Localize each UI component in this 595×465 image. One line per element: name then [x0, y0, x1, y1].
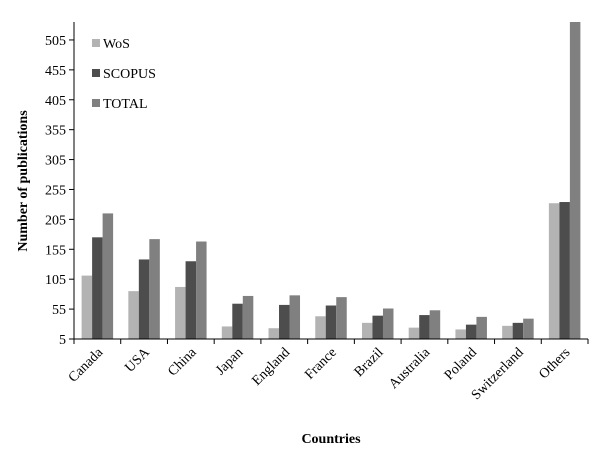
y-tick-label: 155: [45, 243, 66, 258]
x-category-label: Others: [536, 345, 573, 382]
bar-total-france: [336, 297, 347, 339]
legend-label-total: TOTAL: [103, 97, 148, 112]
bar-scopus-brazil: [372, 315, 383, 339]
bar-wos-usa: [128, 291, 139, 339]
y-axis-title: Number of publications: [16, 110, 31, 252]
y-tick-label: 5: [59, 333, 66, 348]
bar-total-poland: [476, 316, 487, 339]
bar-scopus-switzerland: [512, 322, 524, 339]
y-tick-label: 255: [45, 183, 66, 198]
bar-total-china: [196, 241, 207, 339]
bar-total-japan: [242, 295, 254, 339]
y-tick-label: 105: [45, 273, 66, 288]
y-tick-label: 455: [45, 64, 66, 79]
bar-wos-japan: [221, 326, 233, 339]
legend: WoS SCOPUS TOTAL: [92, 37, 156, 112]
y-tick-label: 55: [52, 303, 66, 318]
x-category-label: Canada: [66, 345, 107, 386]
bar-scopus-others: [559, 202, 570, 339]
bar-scopus-france: [325, 305, 337, 339]
y-tick-label: 305: [45, 154, 66, 169]
x-axis: Canada USA China Japan England France Brazil Au…: [66, 338, 589, 403]
x-category-label: China: [165, 345, 200, 380]
y-tick-label: 405: [45, 94, 66, 109]
legend-label-wos: WoS: [103, 37, 130, 52]
bar-total-usa: [149, 239, 160, 339]
bar-total-switzerland: [523, 318, 534, 339]
bar-wos-england: [268, 328, 280, 339]
bar-wos-others: [548, 203, 560, 339]
bar-wos-poland: [455, 329, 466, 339]
x-category-label: Australia: [386, 345, 433, 392]
x-category-label: Poland: [442, 345, 480, 383]
bar-total-others: [569, 22, 581, 339]
x-axis-title: Countries: [301, 432, 361, 447]
bar-wos-france: [315, 316, 326, 339]
y-tick-label: 205: [45, 213, 66, 228]
bar-total-australia: [429, 310, 441, 339]
bar-wos-canada: [81, 275, 93, 339]
bar-total-england: [289, 295, 301, 339]
bar-scopus-poland: [465, 324, 477, 339]
bar-scopus-usa: [138, 259, 150, 339]
bar-wos-brazil: [361, 322, 373, 339]
bar-wos-china: [175, 286, 186, 339]
bar-scopus-australia: [419, 315, 430, 339]
x-category-label: Brazil: [352, 345, 387, 380]
y-tick-label: 355: [45, 124, 66, 139]
bars-group: [81, 22, 581, 339]
legend-swatch-total: [92, 99, 100, 107]
y-tick-label: 505: [45, 34, 66, 49]
bar-scopus-england: [279, 304, 290, 339]
legend-swatch-scopus: [92, 69, 100, 77]
bar-total-canada: [102, 213, 114, 339]
legend-swatch-wos: [92, 39, 100, 47]
x-category-label: England: [250, 345, 294, 389]
x-category-label: USA: [123, 345, 154, 376]
bar-wos-switzerland: [502, 325, 513, 339]
x-category-label: Japan: [213, 345, 246, 378]
x-category-label: France: [302, 345, 340, 383]
legend-label-scopus: SCOPUS: [103, 67, 156, 82]
bar-scopus-canada: [92, 237, 103, 339]
bar-scopus-japan: [232, 303, 243, 339]
bar-scopus-china: [185, 261, 197, 339]
bar-wos-australia: [408, 327, 420, 339]
bar-total-brazil: [382, 308, 394, 339]
